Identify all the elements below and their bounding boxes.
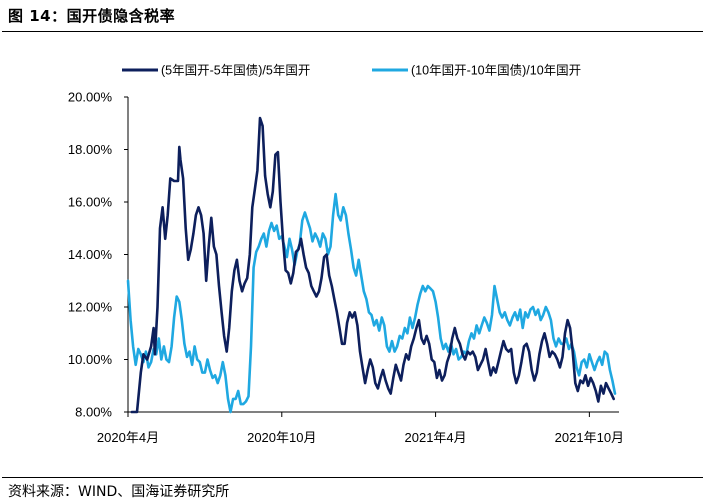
x-tick-label: 2020年4月 (97, 430, 159, 445)
y-tick-label: 10.00% (68, 352, 113, 367)
y-tick-label: 16.00% (68, 195, 113, 210)
title-rule (2, 31, 703, 32)
y-tick-label: 12.00% (68, 300, 113, 315)
series-line-2 (126, 192, 617, 414)
x-tick-label: 2021年4月 (405, 430, 467, 445)
y-tick-label: 20.00% (68, 90, 113, 105)
source-rule (2, 477, 703, 478)
y-tick-label: 18.00% (68, 142, 113, 157)
figure-title: 图 14：国开债隐含税率 (8, 7, 176, 25)
line-chart: (5年国开-5年国债)/5年国开 (10年国开-10年国债)/10年国开 8.0… (68, 64, 624, 446)
legend-label-series-1: (5年国开-5年国债)/5年国开 (161, 64, 310, 78)
legend-label-series-2: (10年国开-10年国债)/10年国开 (411, 64, 581, 78)
source-note: 资料来源：WIND、国海证券研究所 (8, 484, 230, 500)
series-line-1 (130, 116, 615, 414)
chart-legend: (5年国开-5年国债)/5年国开 (10年国开-10年国债)/10年国开 (122, 64, 581, 78)
plot-area: 8.00% 10.00% 12.00% 14.00% 16.00% 18.00% 20.00… (68, 90, 624, 446)
y-tick-label: 14.00% (68, 247, 113, 262)
y-tick-label: 8.00% (75, 405, 112, 420)
x-tick-label: 2021年10月 (555, 430, 624, 445)
x-tick-label: 2020年10月 (247, 430, 316, 445)
